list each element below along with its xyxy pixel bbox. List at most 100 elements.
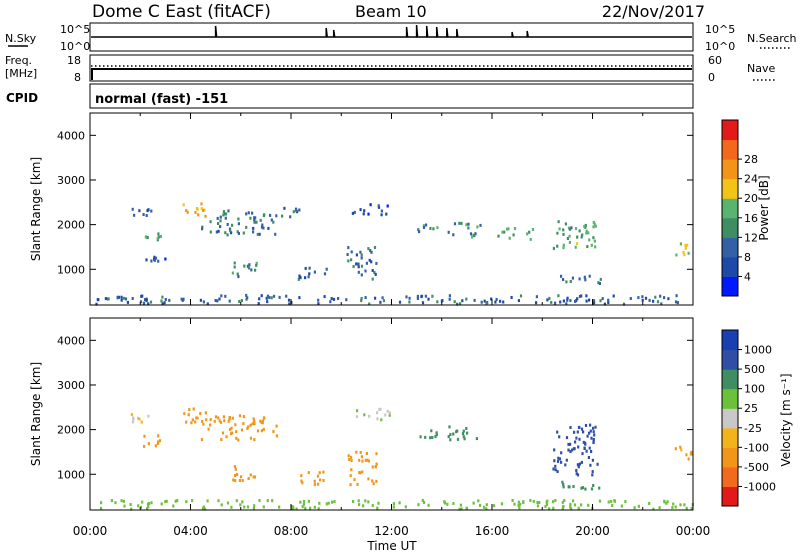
rti-cell [217,499,220,503]
rti-cell [260,421,263,425]
rti-cell [374,465,377,469]
rti-cell [367,247,370,251]
rti-cell [562,278,565,281]
rti-cell [172,504,175,508]
rti-cell [578,277,581,281]
rti-cell [222,415,225,419]
rti-cell [237,232,240,235]
rti-cell [672,502,675,506]
rti-cell [141,500,144,504]
rti-cell [562,299,565,303]
rti-cell [205,418,208,422]
rti-cell [253,438,256,442]
freq-label-1: Freq. [5,54,32,67]
rti-cell [207,427,210,431]
rti-cell [588,238,591,242]
rti-cell [466,431,469,435]
rti-cell [190,421,193,425]
rti-cell [256,429,260,433]
rti-cell [448,294,451,298]
rti-cell [598,499,602,503]
colorbar-tick-label: 100 [744,383,765,396]
rti-cell [350,258,353,262]
rti-cell [624,500,627,504]
rti-cell [597,281,600,285]
rti-cell [584,442,587,446]
rti-cell [319,478,322,482]
rti-cell [659,294,662,298]
rti-cell [568,227,572,231]
frequency-panel: Freq. [MHz] 18 8 60 0 Nave [5,54,775,84]
rti-cell [367,459,371,463]
rti-cell [458,221,461,225]
rti-cell [663,500,666,504]
rti-cell [255,261,258,265]
rti-cell [357,265,360,269]
rti-cell [258,232,261,236]
rti-cell [440,299,443,303]
rti-cell [610,499,613,503]
rti-cell [554,301,557,305]
rti-cell [174,499,177,503]
rti-cell [424,435,427,439]
rti-cell [598,282,601,285]
rti-cell [420,295,423,299]
power-frame [89,112,694,306]
rti-cell [576,297,579,301]
rti-cell [220,294,223,298]
rti-cell [359,450,362,454]
rti-cell [163,301,166,305]
velocity-cells [100,407,694,511]
rti-cell [462,429,465,433]
rti-cell [182,297,185,301]
rti-cell [435,433,438,437]
rti-cell [327,501,330,505]
rti-cell [580,427,584,431]
rti-cell [502,300,505,304]
colorbar-segment [722,486,738,507]
rti-cell [474,232,477,236]
rti-cell [667,297,670,301]
rti-cell [95,302,98,306]
noise-y-top: 10^5 [60,23,90,36]
rti-cell [680,448,683,452]
rti-cell [554,468,557,472]
rti-cell [644,296,648,300]
rti-cell [126,300,129,304]
rti-cell [544,504,547,508]
rti-cell [497,234,500,238]
rti-cell [567,448,570,452]
rti-cell [583,446,586,450]
rti-cell [629,297,632,300]
rti-cell [421,498,424,502]
rti-cell [421,301,425,305]
rti-cell [234,479,237,483]
colorbar-segment [722,427,738,448]
y-tick-label: 1000 [57,468,85,481]
rti-cell [97,298,100,302]
rti-cell [350,455,353,459]
rti-cell [234,474,237,477]
rti-cell [422,224,425,228]
rti-cell [246,264,249,268]
rti-cell [380,418,383,422]
rti-cell [122,499,125,503]
rti-cell [562,505,565,508]
rti-cell [594,425,597,429]
freq-tick-top: 18 [67,54,81,67]
rti-cell [658,506,661,510]
rti-cell [417,228,420,232]
rti-cell [566,298,569,302]
rti-cell [580,235,583,239]
colorbar-tick-label: 4 [744,270,751,283]
rti-cell [385,212,388,216]
rti-cell [589,429,592,433]
rti-cell [292,210,295,214]
rti-cell [660,302,663,306]
rti-cell [517,299,520,303]
colorbar-tick-label: 16 [744,212,758,225]
rti-cell [168,298,171,302]
rti-cell [690,506,693,510]
rti-cell [379,300,382,304]
rti-cell [452,432,455,436]
